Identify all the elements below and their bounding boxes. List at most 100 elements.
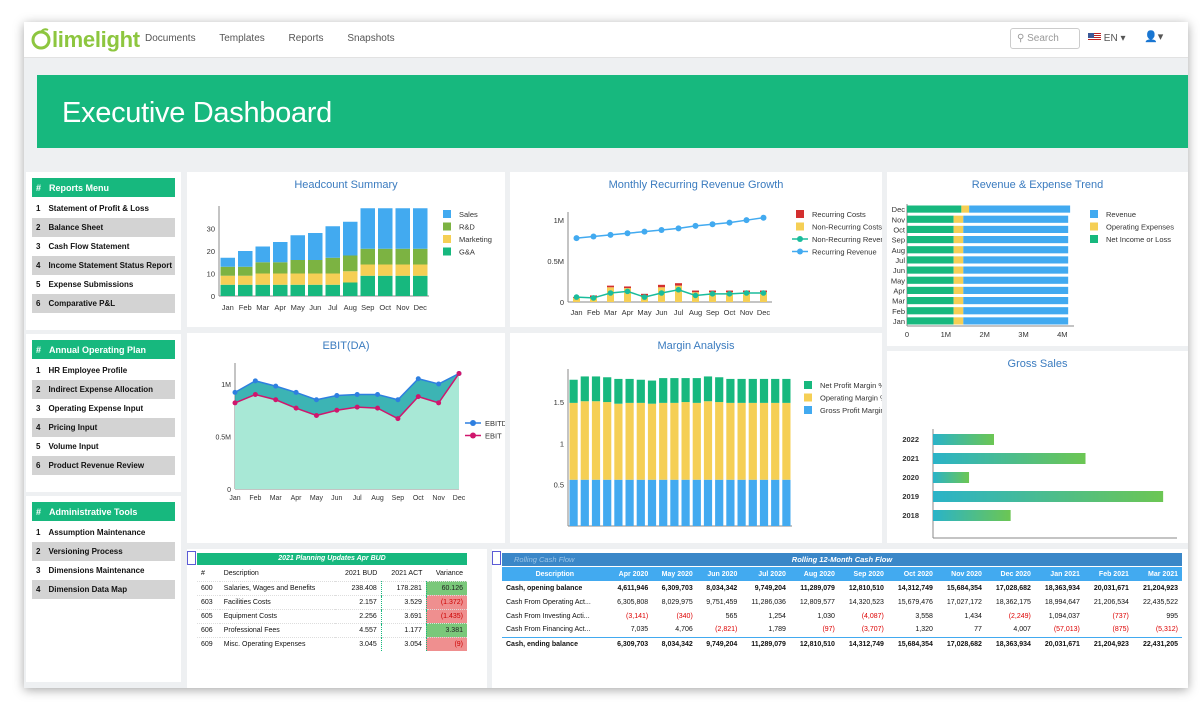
bar-netprofitmargin <box>748 378 757 403</box>
column-header: May 2020 <box>661 570 693 578</box>
language-selector[interactable]: EN ▾ <box>1088 33 1125 44</box>
x-tick-label: Jun <box>331 495 342 502</box>
menu-item-number: 2 <box>36 547 41 556</box>
bar-revenue <box>963 307 1069 315</box>
bar-marketing <box>290 273 305 285</box>
menu-item[interactable]: 5 Volume Input <box>32 437 175 456</box>
cell-value: 565 <box>725 612 738 620</box>
row-description: Cash From Financing Act... <box>506 626 591 634</box>
menu-item[interactable]: 4 Pricing Input <box>32 418 175 437</box>
legend-label: Marketing <box>459 235 492 244</box>
nav-reports[interactable]: Reports <box>288 33 324 44</box>
nav-templates[interactable]: Templates <box>219 33 265 44</box>
user-menu[interactable]: 👤▾ <box>1144 30 1163 43</box>
menu-item-label: Versioning Process <box>48 547 123 556</box>
menu-item-number: 5 <box>36 442 41 451</box>
point-recurring-revenue <box>590 233 597 240</box>
table-row[interactable]: Cash From Financing Act... 7,035 4,706 (2,8… <box>502 623 1182 637</box>
point-non-recurring-revenue <box>760 290 767 296</box>
table-row[interactable]: 609 Misc. Operating Expenses 3.045 3.054 (9) <box>197 637 467 651</box>
table-row[interactable]: Cash, opening balance 4,611,946 6,309,703 8… <box>502 581 1182 595</box>
column-header: Apr 2020 <box>618 570 649 578</box>
menu-item[interactable]: 3 Dimensions Maintenance <box>32 561 175 580</box>
x-tick-label: Jan <box>222 303 234 312</box>
cell-value: 18,363,934 <box>1044 584 1080 592</box>
menu-item[interactable]: 3 Operating Expense Input <box>32 399 175 418</box>
cell-value: 17,027,172 <box>946 598 982 606</box>
table-row[interactable]: 606 Professional Fees 4.557 1.177 3.381 <box>197 623 467 637</box>
search-box[interactable]: ⚲ Search <box>1010 28 1080 49</box>
menu-item[interactable]: 5 Expense Submissions <box>32 275 175 294</box>
table-row[interactable]: Cash From Operating Act... 6,305,808 8,029… <box>502 595 1182 609</box>
y-tick-label: Nov <box>892 215 906 224</box>
panel-handle-icon[interactable] <box>187 551 196 565</box>
menu-item[interactable]: 1 Statement of Profit & Loss <box>32 199 175 218</box>
menu-item[interactable]: 2 Indirect Expense Allocation <box>32 380 175 399</box>
menu-item[interactable]: 6 Comparative P&L <box>32 294 175 313</box>
column-header: Variance <box>435 570 463 578</box>
cell-value: 11,289,079 <box>800 584 835 592</box>
legend-label: EBIT <box>485 432 502 441</box>
cell-value: 6,309,703 <box>661 584 693 592</box>
menu-item[interactable]: 1 HR Employee Profile <box>32 361 175 380</box>
table-row[interactable]: 603 Facilities Costs 2.157 3.529 (1.372) <box>197 595 467 609</box>
x-tick-label: Apr <box>291 495 303 502</box>
legend-swatch <box>443 210 451 218</box>
nav-snapshots[interactable]: Snapshots <box>347 33 395 44</box>
act-value: 1.177 <box>381 623 427 637</box>
row-description: Misc. Operating Expenses <box>223 640 306 648</box>
y-tick-label: Jan <box>893 317 905 326</box>
bar-netincomeorloss <box>907 246 954 254</box>
x-tick-label: Jun <box>309 303 321 312</box>
menu-title: Annual Operating Plan <box>49 345 147 355</box>
y-tick-label: Sep <box>892 236 905 245</box>
menu-item[interactable]: 3 Cash Flow Statement <box>32 237 175 256</box>
menu-item-label: Statement of Profit & Loss <box>48 204 149 213</box>
legend-label: R&D <box>459 223 475 232</box>
bar-netprofitmargin <box>737 378 746 403</box>
bar-netprofitmargin <box>647 380 657 404</box>
menu-item[interactable]: 4 Dimension Data Map <box>32 580 175 599</box>
menu-header: # Administrative Tools <box>32 502 175 521</box>
search-placeholder: Search <box>1027 33 1059 44</box>
menu-item[interactable]: 1 Assumption Maintenance <box>32 523 175 542</box>
table-row[interactable]: 605 Equipment Costs 2.256 3.691 (1.435) <box>197 609 467 623</box>
cell-value: 8,034,342 <box>661 640 693 648</box>
bar-operatingexpenses <box>953 246 964 254</box>
bar-netincomeorloss <box>907 307 954 315</box>
bar-rd <box>325 257 340 274</box>
bar-netincomeorloss <box>907 286 954 294</box>
x-tick-label: Sep <box>361 303 374 312</box>
point-ebit <box>313 413 319 418</box>
panel-handle-icon[interactable] <box>492 551 501 565</box>
bar-grossprofitmargin <box>636 479 645 526</box>
point-non-recurring-revenue <box>590 295 597 301</box>
y-tick-label: 0.5M <box>215 435 231 442</box>
menu-item[interactable]: 2 Versioning Process <box>32 542 175 561</box>
column-header: Oct 2020 <box>903 570 933 578</box>
bar-grossprofitmargin <box>614 479 623 526</box>
bar-netincomeorloss <box>907 205 962 213</box>
bud-value: 2.157 <box>334 595 382 609</box>
table-row[interactable]: 600 Salaries, Wages and Benefits 238.408 17… <box>197 581 467 595</box>
menu-item[interactable]: 2 Balance Sheet <box>32 218 175 237</box>
menu-item[interactable]: 6 Product Revenue Review <box>32 456 175 475</box>
chart-title: Headcount Summary <box>294 179 398 191</box>
bar-non-recurring-costs <box>726 292 733 302</box>
bar-rd <box>308 260 323 274</box>
bar-operatingexpenses <box>961 205 970 213</box>
point-ebitda <box>375 392 381 397</box>
menu-item[interactable]: 4 Income Statement Status Report <box>32 256 175 275</box>
bar-netprofitmargin <box>692 378 701 403</box>
table-row[interactable]: Cash, ending balance 6,309,703 8,034,342 9,… <box>502 637 1182 651</box>
limelight-logo[interactable]: limelight <box>30 27 140 53</box>
row-description: Professional Fees <box>223 626 280 634</box>
bar-marketing <box>308 273 323 285</box>
table-row[interactable]: Cash From Investing Acti... (3,141) (340) 5… <box>502 609 1182 623</box>
bar-ga <box>325 284 340 296</box>
x-tick-label: Nov <box>396 303 410 312</box>
nav-documents[interactable]: Documents <box>145 33 196 44</box>
bar-sales <box>238 251 253 267</box>
cell-value: 8,029,975 <box>661 598 693 606</box>
bar-sales <box>378 208 393 249</box>
